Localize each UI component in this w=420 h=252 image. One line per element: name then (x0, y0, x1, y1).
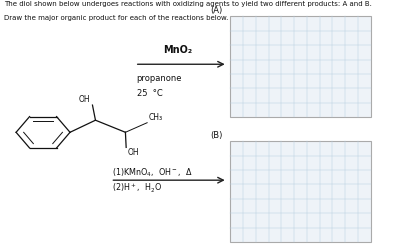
Text: CH₃: CH₃ (148, 113, 163, 122)
Text: MnO₂: MnO₂ (163, 45, 192, 55)
Text: 25  °C: 25 °C (136, 89, 163, 99)
Bar (230, 16, 370, 117)
Bar (230, 141, 370, 242)
Text: propanone: propanone (136, 74, 182, 83)
Text: $\mathsf{\left(2\right)}$H$^+$,  H$_2$O: $\mathsf{\left(2\right)}$H$^+$, H$_2$O (112, 181, 162, 195)
Text: The diol shown below undergoes reactions with oxidizing agents to yield two diff: The diol shown below undergoes reactions… (4, 1, 372, 7)
Text: (A): (A) (210, 6, 223, 15)
Text: OH: OH (79, 95, 91, 104)
Text: OH: OH (128, 148, 139, 157)
Text: Draw the major organic product for each of the reactions below.: Draw the major organic product for each … (4, 15, 228, 21)
Text: (B): (B) (210, 131, 223, 140)
Text: $\mathsf{\left(1\right)}$KMnO$_4$,  OH$^-$,  $\Delta$: $\mathsf{\left(1\right)}$KMnO$_4$, OH$^-… (112, 166, 193, 179)
